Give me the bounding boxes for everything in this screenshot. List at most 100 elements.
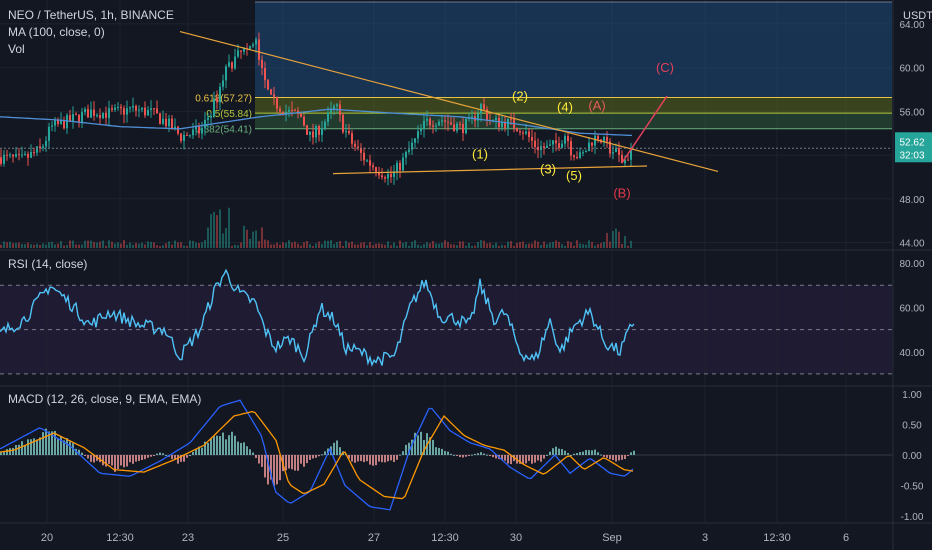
- macd-histogram-bar: [81, 452, 83, 455]
- macd-histogram-bar: [24, 445, 26, 455]
- candle-body: [450, 122, 452, 125]
- candle-body: [258, 39, 260, 60]
- macd-histogram-bar: [477, 453, 479, 455]
- candle-body: [603, 137, 605, 143]
- volume-bar: [501, 244, 503, 248]
- macd-histogram-bar: [429, 437, 431, 455]
- volume-bar: [87, 240, 89, 248]
- candle-body: [453, 124, 455, 131]
- macd-histogram-bar: [354, 455, 356, 463]
- macd-tick: -1.00: [901, 512, 924, 523]
- candle-body: [306, 125, 308, 135]
- candle-body: [96, 115, 98, 117]
- macd-histogram-bar: [261, 455, 263, 467]
- candle-body: [189, 135, 191, 137]
- candle-body: [87, 108, 89, 118]
- price-candles[interactable]: [0, 32, 632, 186]
- macd-histogram-bar: [48, 431, 50, 455]
- macd-histogram-bar: [378, 455, 380, 462]
- macd-histogram-bar: [534, 455, 536, 463]
- macd-histogram-bar: [555, 446, 557, 455]
- candle-body: [57, 120, 59, 124]
- candle-body: [390, 173, 392, 178]
- volume-bar: [162, 245, 164, 248]
- macd-histogram-bar: [438, 447, 440, 455]
- macd-histogram-bar: [192, 451, 194, 455]
- candle-body: [324, 121, 326, 129]
- volume-bar: [177, 242, 179, 248]
- fib-zone-618: [255, 97, 892, 114]
- volume-bar: [471, 245, 473, 248]
- wave-label[interactable]: (3): [540, 162, 556, 177]
- support-line[interactable]: [332, 165, 648, 175]
- macd-histogram-bar: [486, 454, 488, 456]
- volume-bar: [555, 240, 557, 248]
- candle-body: [594, 135, 596, 146]
- wave-label[interactable]: (2): [512, 88, 528, 103]
- macd-histogram-bar: [276, 455, 278, 485]
- candle-body: [183, 134, 185, 141]
- candle-body: [585, 151, 587, 153]
- macd-histogram-bar: [135, 455, 137, 462]
- volume-bar: [600, 242, 602, 248]
- wave-label[interactable]: (B): [613, 186, 630, 201]
- macd-histogram-bar: [171, 455, 173, 460]
- macd-histogram-bar: [630, 452, 632, 455]
- wave-label[interactable]: (C): [656, 60, 674, 75]
- volume-bar: [483, 240, 485, 248]
- macd-histogram-bar: [462, 455, 464, 458]
- candle-body: [18, 154, 20, 156]
- wave-label[interactable]: (A): [588, 98, 605, 113]
- macd-histogram-bar: [546, 455, 548, 456]
- macd-histogram-bar: [453, 454, 455, 456]
- macd-histogram-bar: [459, 455, 461, 458]
- wave-label[interactable]: (4): [557, 99, 573, 114]
- volume-bar: [570, 242, 572, 248]
- volume-bar: [339, 241, 341, 248]
- macd-histogram-bar: [162, 453, 164, 455]
- fib-retracement[interactable]: 0.618(57.27) 0.5(55.84) 0.382(54.41): [195, 1, 892, 136]
- candle-body: [426, 118, 428, 121]
- volume-bar: [282, 242, 284, 248]
- drawings[interactable]: (1) (2) (3) (4) (5) (A) (B) (C): [179, 30, 719, 201]
- macd-histogram-bar: [621, 455, 623, 460]
- volume-bar: [417, 244, 419, 248]
- candle-body: [621, 154, 623, 164]
- wave-c-projection[interactable]: [621, 95, 668, 164]
- candle-body: [519, 131, 521, 133]
- candle-body: [93, 109, 95, 116]
- rsi-panel[interactable]: [0, 268, 892, 375]
- macd-panel[interactable]: [0, 399, 892, 511]
- candle-body: [291, 109, 293, 111]
- candle-body: [141, 107, 143, 110]
- macd-histogram-bar: [510, 455, 512, 465]
- candle-body: [552, 140, 554, 145]
- candle-body: [156, 108, 158, 114]
- candle-body: [288, 109, 290, 112]
- candle-body: [45, 140, 47, 147]
- candle-body: [75, 114, 77, 116]
- candle-body: [387, 173, 389, 179]
- candle-body: [276, 96, 278, 109]
- macd-histogram-bar: [585, 449, 587, 455]
- macd-histogram-bar: [45, 428, 47, 455]
- volume-bar: [312, 245, 314, 248]
- volume-bar: [558, 241, 560, 248]
- macd-histogram-bar: [432, 439, 434, 455]
- time-tick: 3: [702, 532, 708, 544]
- candle-body: [228, 62, 230, 67]
- candle-body: [105, 112, 107, 118]
- candle-body: [363, 152, 365, 161]
- volume-bar: [426, 242, 428, 248]
- resistance-trendline[interactable]: [179, 30, 719, 173]
- macd-histogram-bar: [495, 455, 497, 459]
- volume-bar: [495, 242, 497, 248]
- wave-label[interactable]: (1): [472, 146, 488, 161]
- wave-label[interactable]: (5): [566, 168, 582, 183]
- candle-body: [165, 118, 167, 127]
- volume-bar: [345, 240, 347, 248]
- volume-bar: [465, 245, 467, 248]
- header-symbol: NEO / TetherUS, 1h, BINANCE: [8, 8, 174, 22]
- macd-histogram-bar: [375, 455, 377, 466]
